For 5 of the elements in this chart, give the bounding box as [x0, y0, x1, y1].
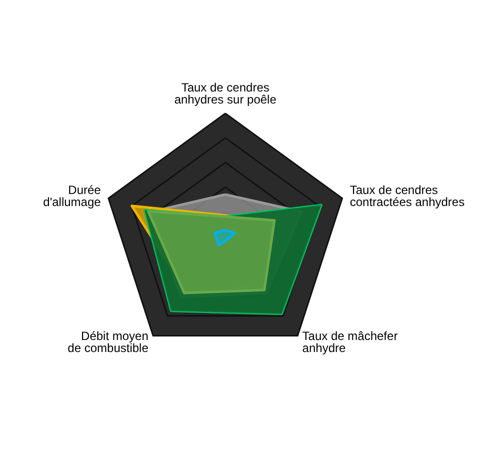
spoke-label: Taux de mâchefer anhydre: [302, 329, 398, 356]
spoke-label: Débit moyen de combustible: [68, 329, 149, 356]
spoke-label: Taux de cendres anhydres sur poêle: [174, 80, 277, 106]
spoke-label: Taux de cendres contractées anhydres: [350, 182, 465, 209]
spoke-label: Durée d'allumage: [43, 182, 102, 209]
